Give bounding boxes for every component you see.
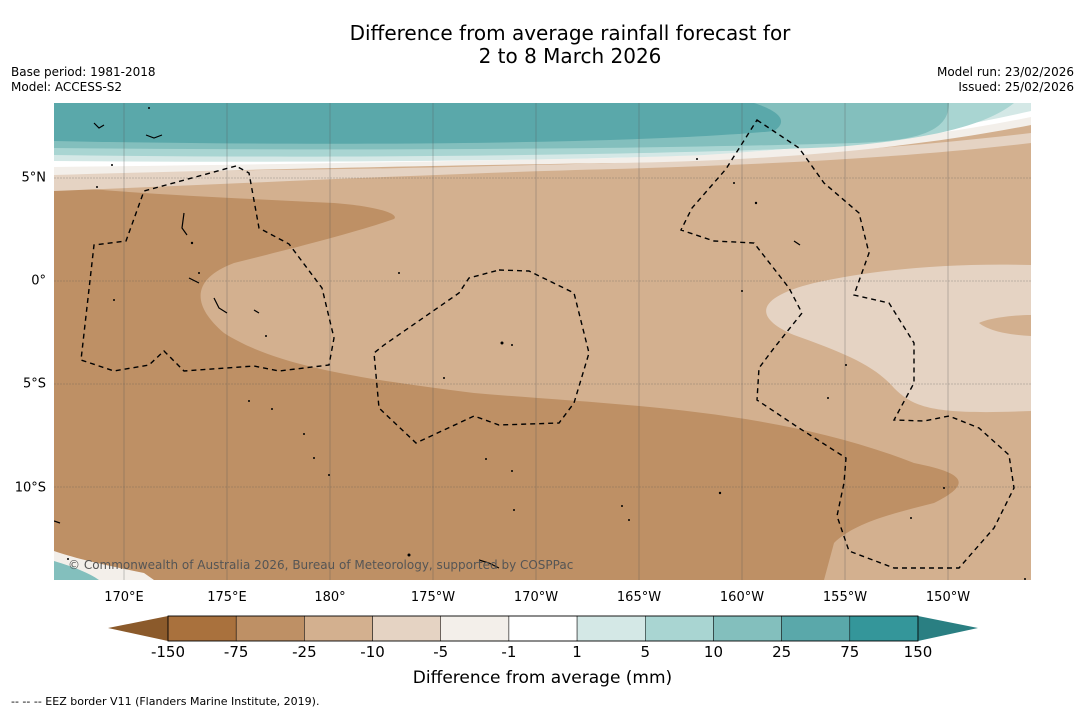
colorbar-cell — [849, 615, 919, 642]
anomaly-region-dry — [54, 185, 959, 580]
colorbar-cell — [304, 615, 373, 642]
colorbar-cell — [576, 615, 646, 642]
band-minus10 — [54, 133, 1031, 191]
colorbar-tick-label: -10 — [360, 643, 385, 661]
colorbar-tick-label: -150 — [150, 643, 186, 661]
lon-label: 175°E — [207, 590, 247, 605]
meta-right: Model run: 23/02/2026 Issued: 25/02/2026 — [937, 65, 1074, 95]
graticule — [54, 103, 1031, 580]
map-svg — [54, 103, 1031, 580]
colorbar-cells — [167, 615, 919, 642]
lat-label: 5°N — [21, 170, 47, 186]
colorbar-title: Difference from average (mm) — [412, 668, 673, 688]
lon-label: 180° — [314, 590, 346, 605]
colorbar-tick-label: 150 — [903, 643, 933, 661]
lon-label: 170°W — [513, 590, 559, 605]
colorbar-cell — [235, 615, 305, 642]
colorbar-tick-label: 10 — [703, 643, 723, 661]
sw-corner-wet — [54, 561, 99, 580]
colorbar-cell — [645, 615, 714, 642]
copyright-notice: © Commonwealth of Australia 2026, Bureau… — [68, 558, 574, 572]
colorbar-tick-label: 75 — [840, 643, 860, 661]
eez-tuvalu — [80, 165, 335, 372]
lat-label: 5°S — [22, 376, 46, 392]
meta-left: Base period: 1981-2018 Model: ACCESS-S2 — [11, 65, 156, 95]
title-line-1: Difference from average rainfall forecas… — [349, 21, 791, 45]
colorbar-tick-label: 5 — [640, 643, 651, 661]
eez-kiribati-line — [680, 119, 1015, 569]
colorbar-cell — [508, 615, 578, 642]
band-plus25 — [54, 103, 782, 144]
colorbar — [108, 615, 978, 642]
issued-date: Issued: 25/02/2026 — [958, 80, 1074, 94]
lat-label: 0° — [31, 273, 46, 289]
colorbar-cell — [167, 615, 237, 642]
islands — [54, 122, 801, 569]
base-period: Base period: 1981-2018 — [11, 65, 156, 79]
lon-label: 165°W — [616, 590, 662, 605]
title-line-2: 2 to 8 March 2026 — [478, 44, 662, 68]
colorbar-tick-label: -25 — [292, 643, 317, 661]
colorbar-cell — [372, 615, 441, 642]
model-run: Model run: 23/02/2026 — [936, 65, 1074, 79]
colorbar-frame — [167, 615, 919, 642]
eez-borders — [80, 119, 1015, 569]
colorbar-under-arrow — [108, 616, 168, 641]
eez-footnote: -- -- -- EEZ border V11 (Flanders Marine… — [11, 695, 320, 708]
map-title: Difference from average rainfall forecas… — [0, 22, 1085, 68]
colorbar-tick-label: -1 — [501, 643, 517, 661]
lon-label: 175°W — [410, 590, 456, 605]
atolls — [67, 107, 1026, 580]
lon-label: 155°W — [822, 590, 868, 605]
colorbar-cell — [713, 615, 782, 642]
colorbar-tick-label: -75 — [223, 643, 249, 661]
rainfall-map — [54, 103, 1031, 580]
anomaly-region-light — [766, 264, 1031, 413]
anomaly-region-east — [979, 315, 1031, 336]
colorbar-cell — [781, 615, 851, 642]
model-name: Model: ACCESS-S2 — [11, 80, 123, 94]
lat-label: 10°S — [14, 480, 46, 496]
colorbar-cell — [440, 615, 510, 642]
lon-label: 160°W — [719, 590, 765, 605]
lon-label: 170°E — [104, 590, 144, 605]
eez-tokelau — [373, 269, 590, 444]
lon-label: 150°W — [925, 590, 971, 605]
colorbar-tick-label: 1 — [572, 643, 582, 661]
colorbar-tick-label: -5 — [433, 643, 449, 661]
colorbar-tick-label: 25 — [772, 643, 792, 661]
colorbar-over-arrow — [918, 616, 978, 641]
